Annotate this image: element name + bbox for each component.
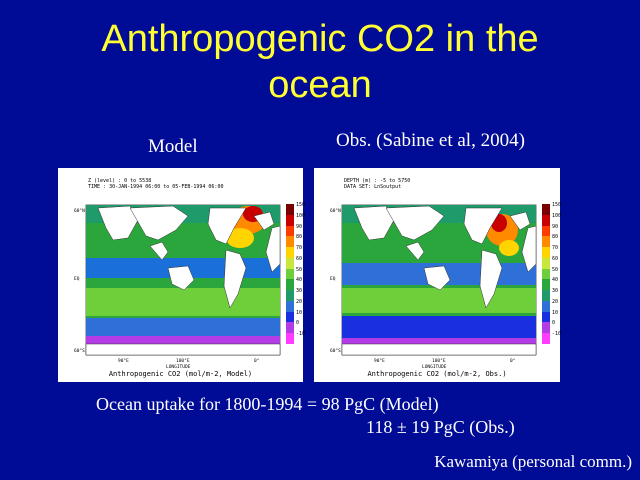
obs-colorbar-tick: 20 <box>552 298 559 305</box>
model-colorbar-segment <box>286 268 294 280</box>
model-colorbar: 150 100 90 80 70 60 50 40 30 20 10 0 -10 <box>286 202 305 345</box>
model-colorbar-tick: 40 <box>296 277 303 284</box>
slide-title-line1: Anthropogenic CO2 in the <box>101 18 539 60</box>
credit-text: Kawamiya (personal comm.) <box>434 452 632 471</box>
obs-colorbar-tick: 80 <box>552 234 559 241</box>
obs-map-header-dataset: DATA SET: LnSoutput <box>344 184 402 190</box>
model-map: 60°N EQ 60°S 90°E 180°E 0° LONGITUDE <box>74 204 281 370</box>
model-colorbar-segment <box>286 300 294 313</box>
uptake-line-model: Ocean uptake for 1800-1994 = 98 PgC (Mod… <box>96 394 439 414</box>
model-colorbar-tick: 10 <box>296 309 303 316</box>
obs-colorbar-tick: 40 <box>552 277 559 284</box>
obs-colorbar-segment <box>542 300 550 313</box>
model-colorbar-segment <box>286 333 294 345</box>
obs-map-footer: Anthropogenic CO2 (mol/m-2, Obs.) <box>367 370 507 378</box>
model-colorbar-tick: 80 <box>296 234 303 241</box>
slide-title-line2: ocean <box>268 64 372 106</box>
model-colorbar-segment <box>286 214 294 227</box>
svg-text:0°: 0° <box>254 358 260 364</box>
svg-text:60°N: 60°N <box>330 208 341 214</box>
obs-colorbar-segment <box>542 214 550 227</box>
obs-caption: Obs. (Sabine et al, 2004) <box>336 130 525 151</box>
model-colorbar-tick: 70 <box>296 245 303 252</box>
svg-text:90°E: 90°E <box>118 358 129 364</box>
model-map-axes: 60°N EQ 60°S 90°E 180°E 0° LONGITUDE <box>74 208 260 370</box>
svg-text:60°S: 60°S <box>74 348 85 354</box>
obs-colorbar-segment <box>542 247 550 259</box>
obs-colorbar-tick: 150 <box>552 202 562 208</box>
model-colorbar-tick: -10 <box>296 331 306 338</box>
obs-colorbar-segment <box>542 257 550 270</box>
obs-colorbar-segment <box>542 311 550 323</box>
obs-map-header: DEPTH (m) : -5 to 5750 DATA SET: LnSoutp… <box>344 178 410 190</box>
model-colorbar-tick: 150 <box>296 202 306 208</box>
model-colorbar-tick: 0 <box>296 320 300 327</box>
model-colorbar-segment <box>286 257 294 270</box>
obs-colorbar-segment <box>542 236 550 248</box>
model-colorbar-tick: 100 <box>296 212 306 219</box>
svg-text:60°N: 60°N <box>74 208 85 214</box>
model-map-panel: Z (level) : 0 to 5538 TIME : 30-JAN-1994… <box>58 168 305 382</box>
obs-colorbar-tick: 90 <box>552 223 559 230</box>
model-colorbar-segment <box>286 247 294 259</box>
svg-text:EQ: EQ <box>330 276 336 282</box>
model-map-header-depth: Z (level) : 0 to 5538 <box>88 178 152 184</box>
obs-colorbar-segment <box>542 279 550 291</box>
model-colorbar-tick: 50 <box>296 266 303 273</box>
model-colorbar-tick: 60 <box>296 255 303 262</box>
model-colorbar-segment <box>286 279 294 291</box>
obs-colorbar-tick: 30 <box>552 288 559 295</box>
obs-colorbar-segment <box>542 290 550 302</box>
obs-colorbar-tick: -10 <box>552 331 562 338</box>
obs-colorbar-tick: 10 <box>552 309 559 316</box>
obs-colorbar-tick: 60 <box>552 255 559 262</box>
obs-colorbar-segment <box>542 322 550 334</box>
obs-colorbar-segment <box>542 204 550 216</box>
obs-colorbar-tick: 50 <box>552 266 559 273</box>
model-colorbar-segment <box>286 236 294 248</box>
svg-text:60°S: 60°S <box>330 348 341 354</box>
svg-text:LONGITUDE: LONGITUDE <box>166 364 191 370</box>
obs-colorbar-tick: 100 <box>552 212 562 219</box>
obs-colorbar-segment <box>542 333 550 345</box>
obs-continents <box>341 205 537 356</box>
model-colorbar-tick: 30 <box>296 288 303 295</box>
model-colorbar-segment <box>286 322 294 334</box>
svg-text:180°E: 180°E <box>176 358 190 364</box>
obs-map-panel: DEPTH (m) : -5 to 5750 DATA SET: LnSoutp… <box>314 168 561 382</box>
model-colorbar-segment <box>286 204 294 216</box>
model-colorbar-segment <box>286 225 294 237</box>
obs-colorbar-segment <box>542 225 550 237</box>
model-map-header: Z (level) : 0 to 5538 TIME : 30-JAN-1994… <box>88 178 223 190</box>
slide-title: Anthropogenic CO2 in the ocean <box>0 16 640 108</box>
svg-text:EQ: EQ <box>74 276 80 282</box>
obs-colorbar-tick: 0 <box>552 320 556 327</box>
obs-map: 60°N EQ 60°S 90°E 180°E 0° LONGITUDE <box>330 204 537 370</box>
model-map-header-time: TIME : 30-JAN-1994 06:00 to 05-FEB-1994 … <box>88 184 224 190</box>
obs-map-axes: 60°N EQ 60°S 90°E 180°E 0° LONGITUDE <box>330 208 516 370</box>
svg-text:LONGITUDE: LONGITUDE <box>422 364 447 370</box>
model-colorbar-segment <box>286 290 294 302</box>
svg-text:90°E: 90°E <box>374 358 385 364</box>
svg-text:180°E: 180°E <box>432 358 446 364</box>
model-map-footer: Anthropogenic CO2 (mol/m-2, Model) <box>108 370 253 378</box>
obs-colorbar: 150 100 90 80 70 60 50 40 30 20 10 0 -10 <box>542 202 561 345</box>
model-colorbar-tick: 20 <box>296 298 303 305</box>
obs-map-header-depth: DEPTH (m) : -5 to 5750 <box>344 178 411 184</box>
model-colorbar-segment <box>286 311 294 323</box>
uptake-line-obs: 118 ± 19 PgC (Obs.) <box>366 417 515 437</box>
svg-text:0°: 0° <box>510 358 516 364</box>
model-caption: Model <box>148 136 198 157</box>
model-continents <box>85 205 281 356</box>
obs-colorbar-tick: 70 <box>552 245 559 252</box>
obs-colorbar-segment <box>542 268 550 280</box>
model-colorbar-tick: 90 <box>296 223 303 230</box>
